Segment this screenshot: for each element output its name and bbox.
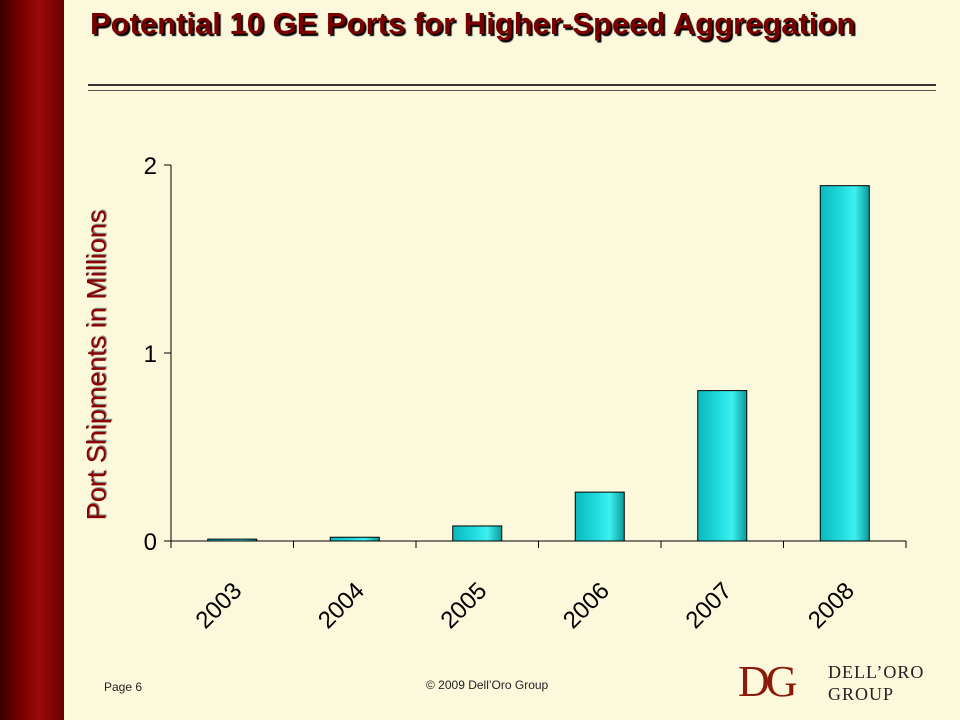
- side-accent-bar: [0, 0, 64, 720]
- bar-2003: [207, 538, 258, 542]
- x-tick-label: 2007: [681, 577, 738, 634]
- x-tick-label: 2008: [803, 577, 860, 634]
- page-number: Page 6: [104, 680, 143, 694]
- delloro-logo: DG DELL’ORO GROUP: [738, 660, 928, 706]
- bar-2006: [574, 491, 625, 542]
- slide-title: Potential 10 GE Ports for Higher-Speed A…: [90, 6, 856, 41]
- logo-name-line2: GROUP: [828, 684, 895, 704]
- logo-name-line1: DELL’ORO: [828, 662, 925, 682]
- y-tick-label: 0: [144, 529, 157, 556]
- x-tick-label: 2006: [558, 577, 615, 634]
- bar-2005: [452, 525, 503, 542]
- x-tick-label: 2003: [191, 577, 248, 634]
- logo-mark: DG: [738, 657, 798, 706]
- title-underline: [88, 84, 936, 91]
- bar-2004: [329, 536, 380, 542]
- copyright-text: © 2009 Dell’Oro Group: [426, 678, 549, 692]
- bar-2007: [697, 390, 748, 542]
- x-tick-label: 2004: [313, 577, 370, 634]
- bar-2008: [819, 185, 870, 542]
- y-tick-label: 2: [144, 153, 157, 180]
- y-tick-label: 1: [144, 341, 157, 368]
- x-tick-label: 2005: [436, 577, 493, 634]
